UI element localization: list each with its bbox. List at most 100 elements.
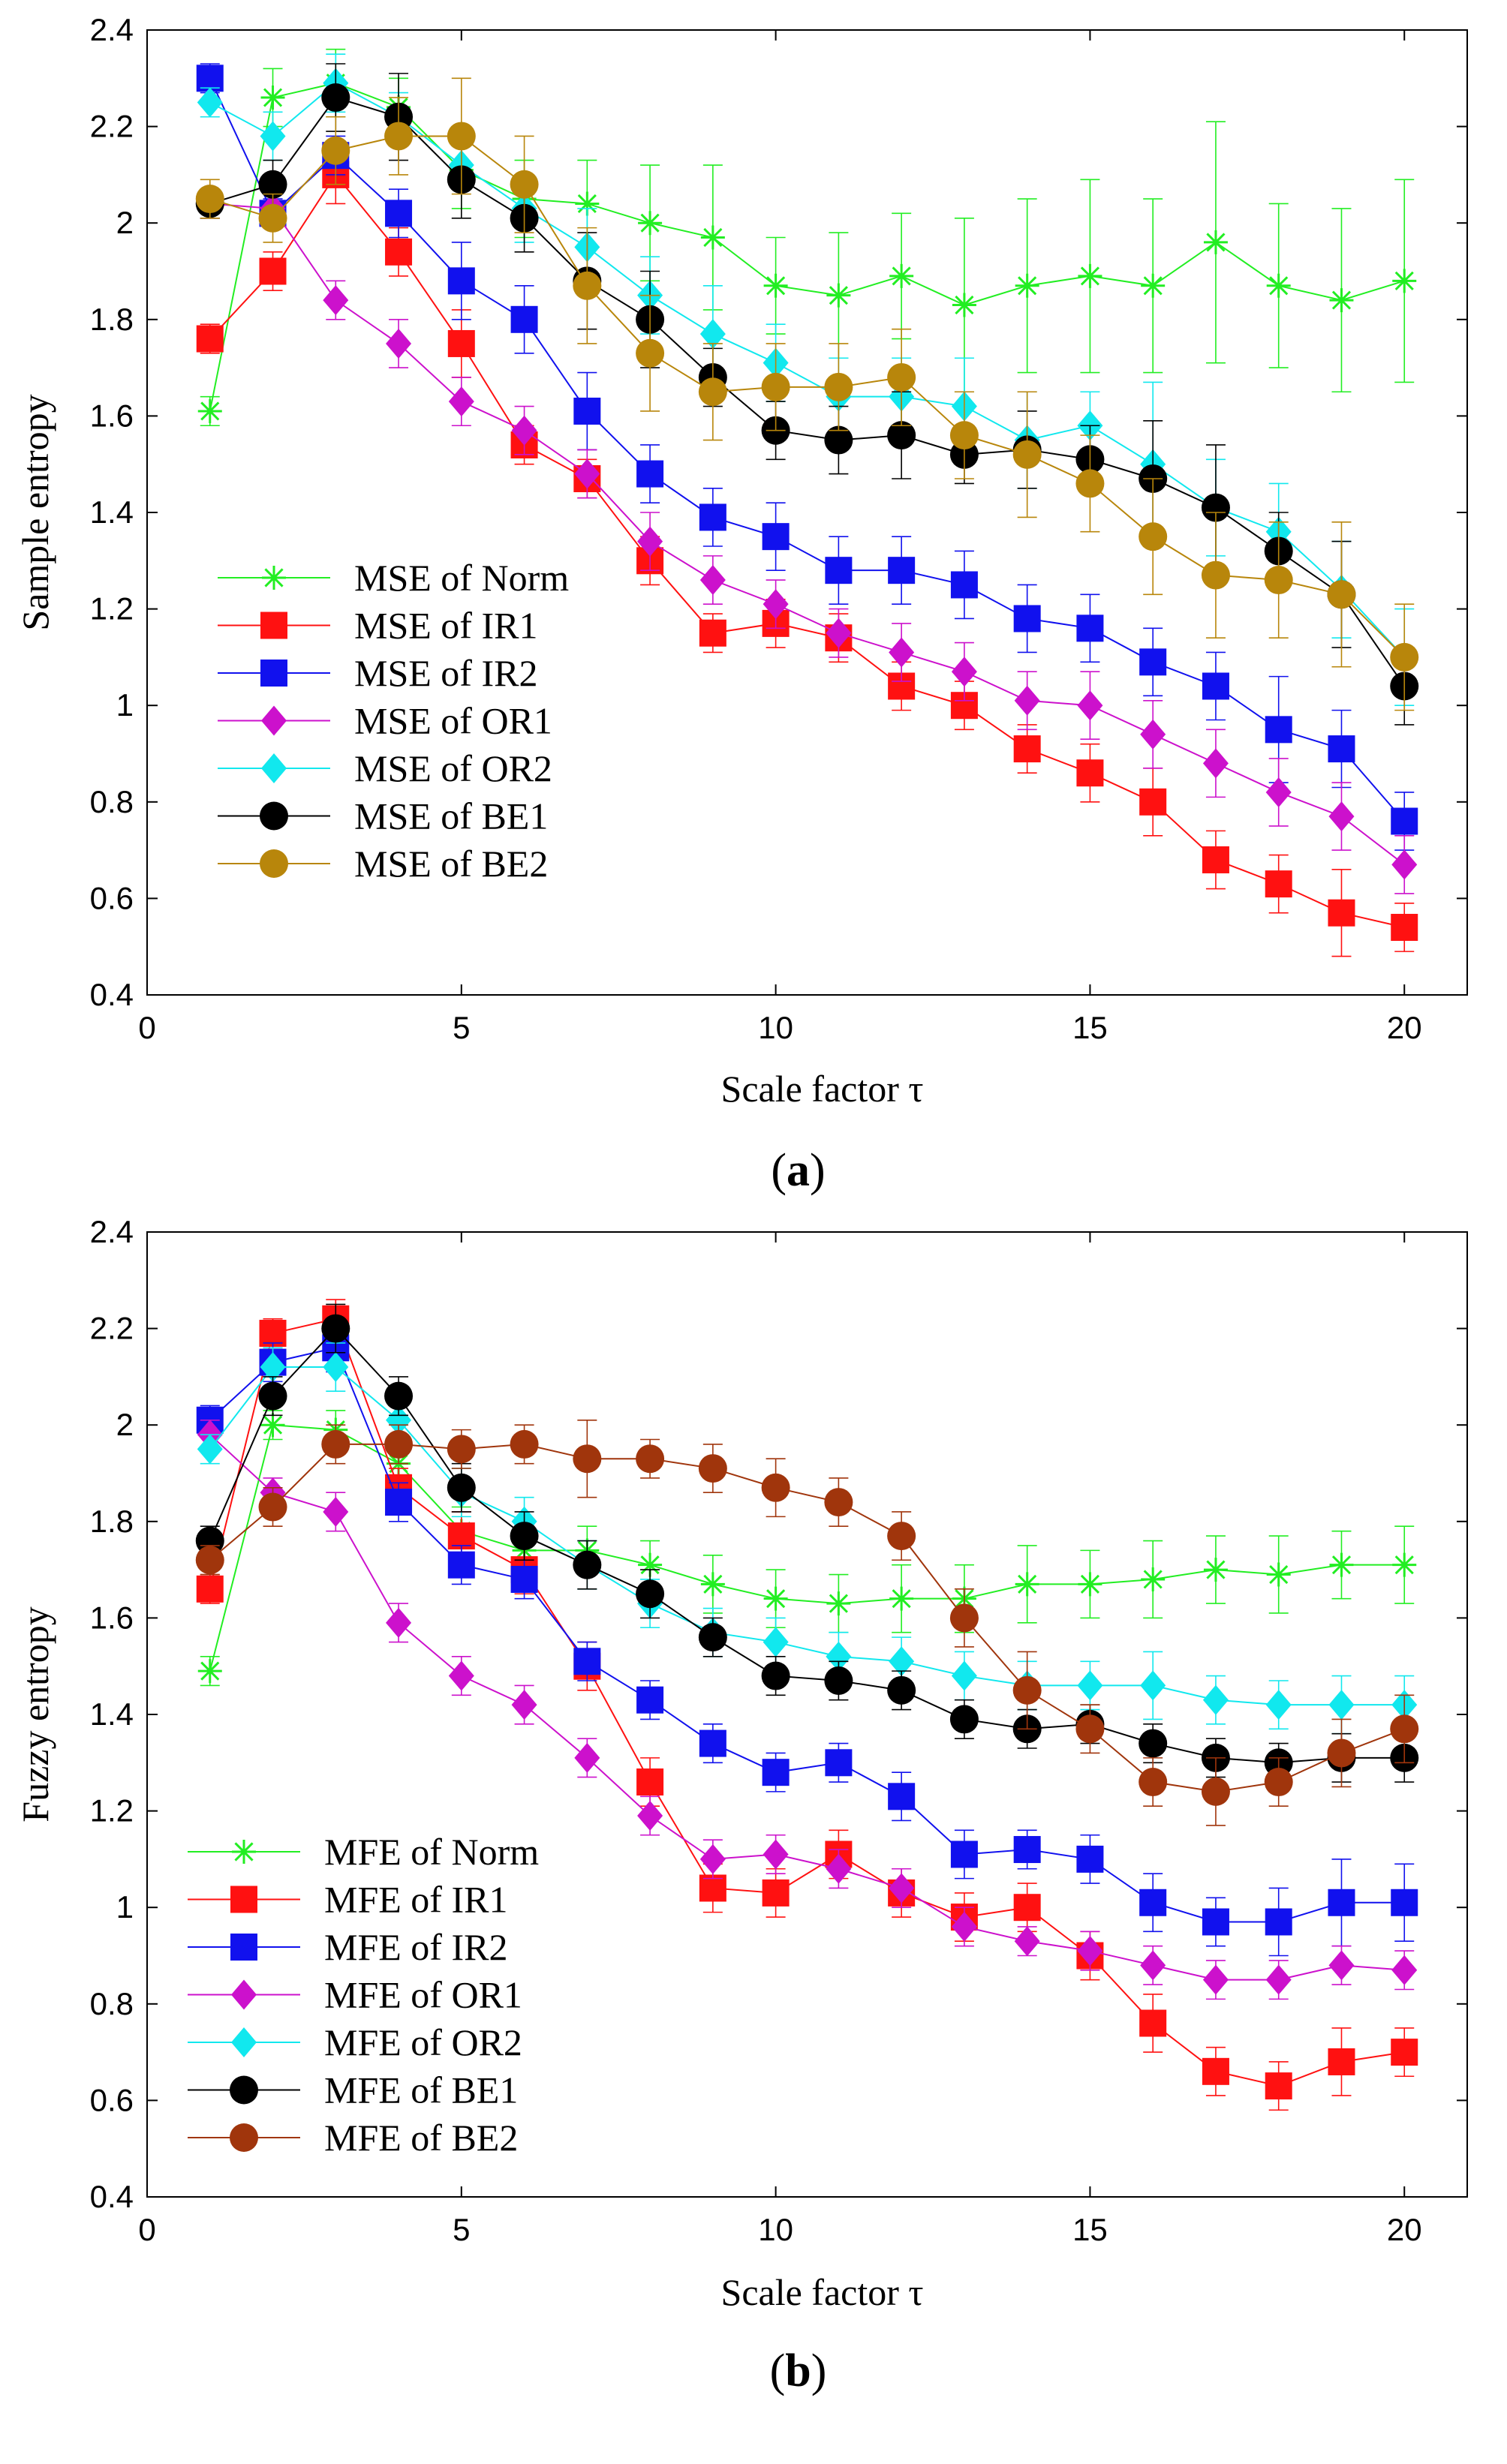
data-point xyxy=(1077,690,1103,721)
legend-label: MSE of OR1 xyxy=(354,700,552,742)
legend-marker xyxy=(230,2075,258,2105)
data-point xyxy=(636,1686,664,1714)
y-axis-label-a: Sample entropy xyxy=(14,394,56,630)
x-tick-label: 20 xyxy=(1387,1010,1422,1045)
data-point xyxy=(1077,1670,1103,1701)
data-point xyxy=(323,285,349,316)
legend-item: MSE of IR1 xyxy=(218,605,537,647)
data-point xyxy=(698,1623,727,1652)
data-point xyxy=(949,1705,979,1734)
legend-item: MFE of BE2 xyxy=(188,2117,518,2159)
data-point xyxy=(1139,788,1167,816)
data-point xyxy=(826,1641,852,1672)
legend-marker xyxy=(260,611,287,639)
data-point xyxy=(1202,1908,1229,1936)
data-point xyxy=(1139,1768,1168,1797)
data-point xyxy=(385,238,413,266)
data-point xyxy=(197,1434,223,1465)
data-point xyxy=(1265,1690,1292,1720)
y-tick-label: 1.2 xyxy=(90,591,134,627)
legend-label: MSE of IR1 xyxy=(354,605,537,647)
data-point xyxy=(1075,469,1105,498)
series-group-b xyxy=(195,1299,1419,2111)
data-point xyxy=(824,1666,853,1695)
data-point xyxy=(385,200,413,227)
data-point xyxy=(323,1352,349,1383)
data-point xyxy=(1013,1836,1041,1864)
legend-marker xyxy=(230,1934,257,1961)
series-3-b xyxy=(197,1419,1418,2000)
legend-label: MSE of OR2 xyxy=(354,747,552,789)
legend-b: MFE of Norm MFE of IR1 MFE of IR2 MFE of OR… xyxy=(188,1831,539,2159)
legend-marker xyxy=(261,705,287,736)
legend-item: MFE of OR2 xyxy=(188,2021,522,2063)
data-point xyxy=(824,1488,853,1517)
legend-item: MSE of Norm xyxy=(218,557,569,599)
data-point xyxy=(1329,288,1354,313)
data-point xyxy=(763,1627,789,1657)
data-point xyxy=(951,1660,977,1691)
data-point xyxy=(887,1675,916,1705)
y-tick-label: 2 xyxy=(116,205,134,240)
data-point xyxy=(575,191,600,216)
legend-marker xyxy=(260,660,287,687)
y-tick-label: 2 xyxy=(116,1407,134,1442)
data-point xyxy=(888,1783,916,1810)
data-point xyxy=(698,1454,727,1483)
data-point xyxy=(887,421,916,450)
data-point xyxy=(1140,719,1166,750)
data-point xyxy=(1328,1889,1355,1916)
data-point xyxy=(447,329,475,357)
data-point xyxy=(321,83,350,113)
data-point xyxy=(949,421,979,450)
data-point xyxy=(638,1552,663,1577)
data-point xyxy=(699,319,726,350)
legend-label: MFE of OR1 xyxy=(324,1974,522,2016)
data-point xyxy=(511,1690,537,1720)
legend-marker xyxy=(231,1979,257,2010)
data-point xyxy=(1139,648,1167,676)
data-point xyxy=(1078,263,1102,288)
legend-marker xyxy=(260,849,288,878)
data-point xyxy=(1391,1955,1418,1985)
y-tick-label: 1 xyxy=(116,687,134,723)
axes-ticks-a: 0.4 0.6 0.8 1 1.2 1.4 1.6 1.8 2 2.2 2.4 0 5 10 15 20 xyxy=(90,12,1467,1045)
y-tick-label: 1.8 xyxy=(90,1504,134,1539)
data-point xyxy=(1327,580,1356,609)
data-point xyxy=(1328,1690,1355,1720)
data-point xyxy=(889,263,914,288)
y-tick-label: 1.4 xyxy=(90,494,134,530)
data-point xyxy=(1264,566,1293,595)
data-point xyxy=(762,523,790,551)
data-point xyxy=(761,1661,790,1690)
data-point xyxy=(1015,273,1039,298)
data-point xyxy=(196,1575,224,1603)
data-point xyxy=(196,325,224,353)
data-point xyxy=(1265,1964,1292,1995)
data-point xyxy=(1139,1889,1167,1916)
data-point xyxy=(699,565,726,596)
data-point xyxy=(1012,1675,1042,1705)
legend-item: MSE of BE2 xyxy=(218,843,548,885)
data-point xyxy=(1391,1889,1418,1916)
y-tick-label: 1 xyxy=(116,1889,134,1925)
data-point xyxy=(1390,642,1419,672)
data-point xyxy=(1391,913,1418,941)
data-point xyxy=(1265,777,1292,807)
data-point xyxy=(1139,2009,1167,2037)
legend-marker xyxy=(231,2027,257,2057)
data-point xyxy=(510,305,538,333)
data-point xyxy=(448,1660,474,1691)
data-point xyxy=(699,1729,726,1757)
series-6-a xyxy=(195,77,1419,711)
data-point xyxy=(1265,716,1292,744)
data-point xyxy=(197,87,223,118)
data-point xyxy=(1203,230,1228,254)
y-tick-label: 0.4 xyxy=(90,977,134,1012)
legend-item: MFE of OR1 xyxy=(188,1974,522,2016)
data-point xyxy=(826,1591,851,1616)
x-tick-label: 20 xyxy=(1387,2212,1422,2247)
legend-marker xyxy=(232,1840,256,1864)
x-tick-label: 10 xyxy=(758,1010,793,1045)
x-tick-label: 0 xyxy=(138,2212,155,2247)
